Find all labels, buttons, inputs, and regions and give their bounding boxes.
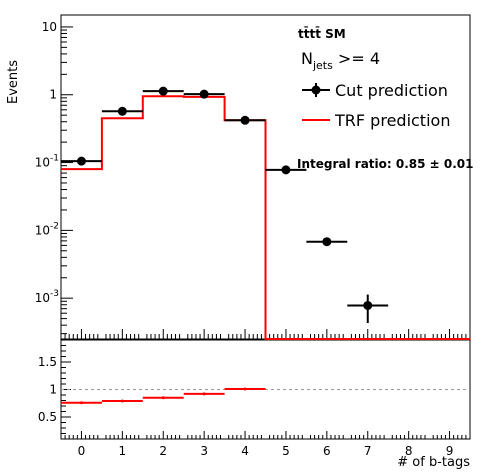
legend-cut-marker — [311, 85, 321, 95]
tick-exponent: -2 — [50, 221, 59, 231]
ratio-marker — [202, 392, 206, 396]
x-tick-label: 2 — [159, 444, 167, 458]
cut-point — [347, 294, 389, 324]
cut-prediction-points — [61, 86, 389, 324]
cut-marker — [76, 156, 86, 166]
cut-point — [265, 165, 307, 175]
x-tick-label: 7 — [364, 444, 372, 458]
legend-trf-prediction: TRF prediction — [334, 111, 450, 130]
tick-base: 10 — [35, 156, 50, 170]
x-axis-label: # of b-tags — [397, 455, 470, 470]
cut-point — [183, 89, 225, 99]
ratio-marker — [120, 399, 124, 403]
legend: Cut prediction TRF prediction — [302, 81, 450, 130]
ratio-points — [61, 387, 266, 405]
x-tick-label: 9 — [446, 444, 454, 458]
tick-base: 10 — [42, 20, 57, 34]
x-tick-label: 3 — [200, 444, 208, 458]
x-tick-label: 5 — [282, 444, 290, 458]
ratio-marker — [79, 401, 83, 405]
ratio-marker — [161, 396, 165, 400]
upper-y-tick-label: 1 — [49, 88, 57, 102]
ratio-point — [101, 399, 143, 403]
x-tick-label: 0 — [78, 444, 86, 458]
njets-text: >= 4 — [333, 49, 380, 68]
tick-base: 10 — [35, 291, 50, 305]
cut-point — [61, 156, 102, 166]
x-tick-label: 1 — [119, 444, 127, 458]
x-tick-label: 4 — [241, 444, 249, 458]
cut-point — [142, 86, 184, 96]
trf-prediction-step — [61, 95, 470, 340]
x-tick-label: 8 — [405, 444, 413, 458]
upper-y-tick-label: 10-2 — [35, 221, 59, 237]
ratio-point — [183, 392, 225, 396]
ratio-point — [142, 396, 184, 400]
y-axis-label: Events — [6, 60, 21, 104]
lower-y-tick-label: 1 — [49, 383, 57, 397]
process-label: tt̄tt̄ SM — [298, 26, 346, 41]
cut-marker — [240, 115, 250, 125]
cut-point — [224, 115, 266, 125]
ratio-marker — [243, 387, 247, 391]
njets-subscript: jets — [312, 59, 333, 72]
cut-marker — [117, 106, 127, 116]
njets-condition: Njets >= 4 — [301, 49, 380, 72]
lower-y-axis: 0.5 1 1.5 — [38, 345, 71, 434]
upper-y-tick-label: 10-3 — [35, 289, 59, 305]
cut-point — [306, 237, 348, 247]
ratio-point — [61, 401, 102, 405]
tick-exponent: -1 — [50, 154, 59, 164]
upper-y-tick-label: 10-1 — [35, 154, 59, 170]
cut-marker — [158, 86, 168, 96]
legend-cut-prediction: Cut prediction — [335, 81, 448, 100]
x-tick-label: 6 — [323, 444, 331, 458]
tick-base: 1 — [49, 88, 57, 102]
integral-ratio-annotation: Integral ratio: 0.85 ± 0.01 — [297, 157, 474, 171]
tick-base: 10 — [35, 223, 50, 237]
cut-marker — [363, 300, 373, 310]
upper-y-tick-label: 10 — [42, 20, 57, 34]
cut-marker — [322, 237, 332, 247]
cut-point — [101, 106, 143, 116]
ratio-point — [224, 387, 266, 391]
lower-y-tick-label: 0.5 — [38, 410, 57, 424]
cut-marker — [281, 165, 291, 175]
njets-symbol: N — [301, 49, 313, 68]
tick-exponent: -3 — [50, 289, 59, 299]
cut-marker — [199, 89, 209, 99]
lower-y-tick-label: 1.5 — [38, 355, 57, 369]
